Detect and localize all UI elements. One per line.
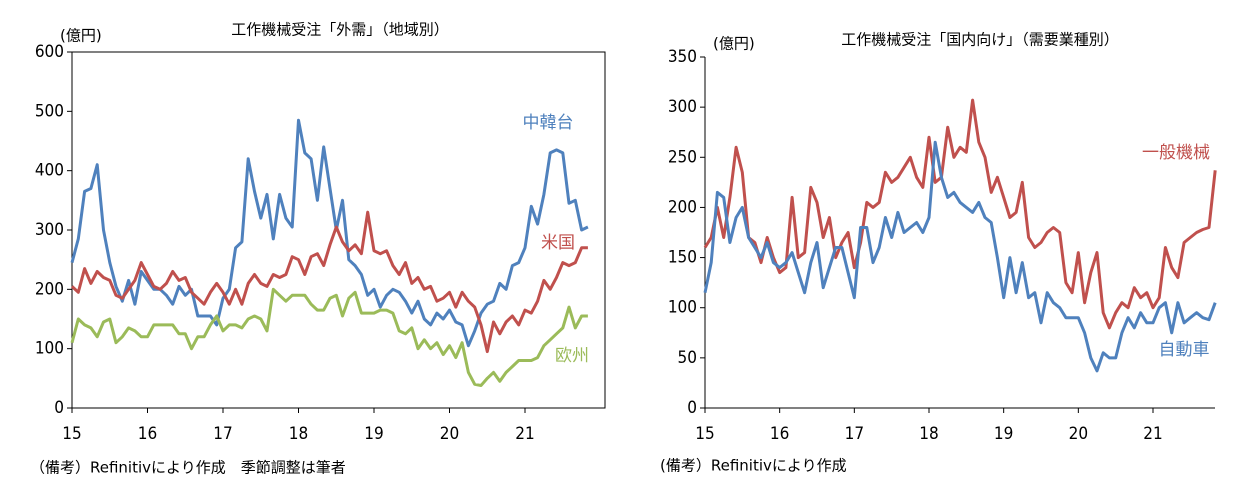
- y-axis-unit: (億円): [713, 35, 755, 53]
- series-line: [70, 210, 588, 354]
- x-tick-label: 16: [138, 424, 157, 444]
- y-tick-label: 0: [54, 398, 64, 418]
- x-tick-label: 19: [994, 424, 1013, 444]
- x-tick-label: 21: [515, 424, 534, 444]
- series-line: [70, 287, 588, 387]
- x-tick-label: 16: [770, 424, 789, 444]
- x-tick-label: 17: [845, 424, 864, 444]
- x-tick-label: 15: [695, 424, 714, 444]
- x-tick-label: 15: [62, 424, 81, 444]
- x-tick-label: 19: [364, 424, 383, 444]
- y-tick-label: 100: [668, 298, 697, 318]
- series-line: [70, 118, 589, 348]
- y-tick-label: 200: [35, 279, 64, 299]
- note: (備考）Refinitivにより作成: [660, 457, 847, 475]
- series-line: [703, 140, 1217, 373]
- y-axis-unit: (億円): [60, 27, 102, 45]
- chart-title: 工作機械受注「国内向け」（需要業種別）: [841, 31, 1119, 49]
- x-tick-label: 21: [1143, 424, 1162, 444]
- y-tick-label: 300: [668, 97, 697, 117]
- y-tick-label: 300: [35, 220, 64, 240]
- x-tick-label: 18: [289, 424, 308, 444]
- x-tick-label: 20: [440, 424, 459, 444]
- y-tick-label: 400: [35, 161, 64, 181]
- x-tick-label: 17: [213, 424, 232, 444]
- series-label: 米国: [541, 233, 575, 253]
- x-tick-label: 20: [1069, 424, 1088, 444]
- series-label: 一般機械: [1142, 143, 1210, 163]
- y-tick-label: 100: [35, 339, 64, 359]
- y-tick-label: 500: [35, 101, 64, 121]
- x-tick-label: 18: [919, 424, 938, 444]
- series-label: 自動車: [1159, 340, 1210, 360]
- y-tick-label: 600: [35, 42, 64, 62]
- series-label: 中韓台: [523, 113, 574, 133]
- series-line: [703, 98, 1217, 330]
- y-tick-label: 350: [668, 47, 697, 67]
- y-tick-label: 50: [678, 348, 697, 368]
- y-tick-label: 150: [668, 248, 697, 268]
- note: （備考）Refinitivにより作成 季節調整は筆者: [30, 459, 346, 477]
- y-tick-label: 200: [668, 197, 697, 217]
- y-tick-label: 250: [668, 147, 697, 167]
- series-label: 欧州: [555, 346, 589, 366]
- y-tick-label: 0: [687, 398, 697, 418]
- chart-title: 工作機械受注「外需」（地域別）: [231, 21, 449, 39]
